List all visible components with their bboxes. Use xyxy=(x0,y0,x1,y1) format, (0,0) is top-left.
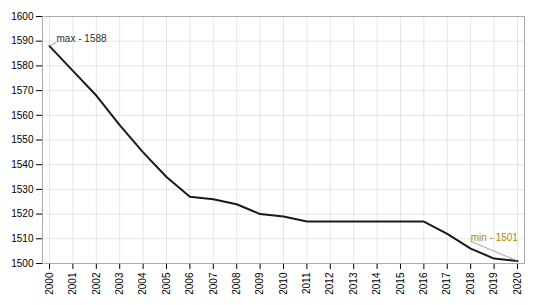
svg-text:min - 1501: min - 1501 xyxy=(471,232,519,243)
svg-text:2006: 2006 xyxy=(184,272,195,295)
svg-text:1510: 1510 xyxy=(11,233,34,244)
svg-text:2010: 2010 xyxy=(278,272,289,295)
svg-text:2004: 2004 xyxy=(137,272,148,295)
svg-text:2019: 2019 xyxy=(488,272,499,295)
svg-text:2005: 2005 xyxy=(161,272,172,295)
svg-text:2000: 2000 xyxy=(44,272,55,295)
svg-text:2013: 2013 xyxy=(348,272,359,295)
svg-text:2009: 2009 xyxy=(254,272,265,295)
svg-text:1500: 1500 xyxy=(11,258,34,269)
svg-text:2018: 2018 xyxy=(465,272,476,295)
svg-text:1540: 1540 xyxy=(11,159,34,170)
svg-text:1560: 1560 xyxy=(11,110,34,121)
svg-text:2014: 2014 xyxy=(371,272,382,295)
svg-text:1570: 1570 xyxy=(11,85,34,96)
svg-text:1550: 1550 xyxy=(11,134,34,145)
svg-text:1590: 1590 xyxy=(11,35,34,46)
svg-text:2007: 2007 xyxy=(208,272,219,295)
svg-text:1520: 1520 xyxy=(11,208,34,219)
svg-text:2015: 2015 xyxy=(395,272,406,295)
svg-text:2016: 2016 xyxy=(418,272,429,295)
svg-text:max - 1588: max - 1588 xyxy=(57,33,107,44)
svg-text:1530: 1530 xyxy=(11,184,34,195)
svg-text:1580: 1580 xyxy=(11,60,34,71)
svg-text:1600: 1600 xyxy=(11,11,34,22)
svg-text:2008: 2008 xyxy=(231,272,242,295)
svg-text:2001: 2001 xyxy=(67,272,78,295)
svg-text:2012: 2012 xyxy=(324,272,335,295)
svg-text:2011: 2011 xyxy=(301,272,312,294)
svg-text:2017: 2017 xyxy=(441,272,452,295)
svg-text:2020: 2020 xyxy=(512,272,523,295)
svg-text:2002: 2002 xyxy=(91,272,102,295)
svg-text:2003: 2003 xyxy=(114,272,125,295)
